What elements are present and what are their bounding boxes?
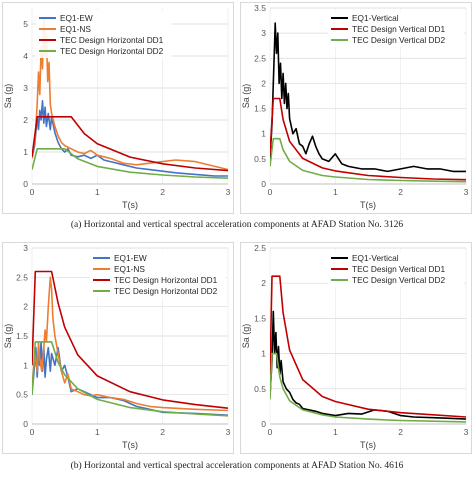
x-tick-label: 0 xyxy=(30,187,35,197)
y-tick-label: 1 xyxy=(261,349,266,359)
y-tick-label: 4 xyxy=(23,51,28,61)
legend-box xyxy=(328,10,464,47)
y-tick-label: 3 xyxy=(261,28,266,38)
legend-label: EQ1-NS xyxy=(114,264,145,274)
legend-label: TEC Design Vertical DD1 xyxy=(352,264,446,274)
caption-b: (b) Horizontal and vertical spectral acc… xyxy=(70,461,404,471)
y-axis-label: Sa (g) xyxy=(3,84,13,109)
caption-a: (a) Horizontal and vertical spectral acc… xyxy=(70,220,404,230)
series-group xyxy=(270,275,466,423)
y-tick-label: 0 xyxy=(261,419,266,429)
y-tick-label: 1 xyxy=(261,129,266,139)
series-group xyxy=(270,22,466,183)
y-tick-label: 2 xyxy=(261,278,266,288)
chart-b-horizontal: 00.511.522.530 1 2 3T(s)Sa (g)EQ1-EWEQ1-NST… xyxy=(2,242,234,454)
x-tick-label: 1 xyxy=(333,187,338,197)
series-line-tec-design-vertical-dd2 xyxy=(270,352,466,423)
legend-label: EQ1-Vertical xyxy=(352,253,399,263)
y-tick-label: 1.5 xyxy=(254,313,266,323)
y-axis-label: Sa (g) xyxy=(241,84,251,109)
y-tick-label: 0 xyxy=(261,179,266,189)
y-tick-label: 0.5 xyxy=(16,390,28,400)
chart-b-vertical: 00.511.522.50 1 2 3T(s)Sa (g)EQ1-VerticalTE… xyxy=(240,242,472,454)
x-tick-label: 0 xyxy=(268,187,273,197)
series-line-eq1-ns xyxy=(32,276,228,412)
series-line-tec-design-vertical-dd1 xyxy=(270,275,466,418)
y-tick-label: 1.5 xyxy=(254,104,266,114)
series-line-tec-design-horizontal-dd2 xyxy=(32,341,228,417)
x-tick-label: 3 xyxy=(464,187,469,197)
legend-label: EQ1-EW xyxy=(60,13,93,23)
x-tick-label: 0 xyxy=(30,427,35,437)
legend-label: TEC Design Horizontal DD2 xyxy=(60,46,164,56)
y-tick-label: 0.5 xyxy=(254,384,266,394)
legend-label: TEC Design Horizontal DD2 xyxy=(114,286,218,296)
x-axis-label: T(s) xyxy=(360,440,376,450)
x-tick-label: 1 xyxy=(95,187,100,197)
y-tick-label: 3 xyxy=(23,243,28,253)
legend-label: EQ1-NS xyxy=(60,24,91,34)
x-tick-label: 2 xyxy=(398,187,403,197)
chart-a-vertical: 0 0.5 1 1.5 2 2.5 3 3.5 0 1 2 3 T(s) Sa (g) EQ1-Vertic… xyxy=(240,2,472,214)
y-tick-label: 0 xyxy=(23,179,28,189)
legend-box xyxy=(90,250,226,298)
x-tick-label: 1 xyxy=(333,427,338,437)
series-line-eq1-ew xyxy=(32,341,228,416)
y-axis-label: Sa (g) xyxy=(241,324,251,349)
series-line-tec-design-horizontal-dd2 xyxy=(32,148,228,179)
legend-label: TEC Design Vertical DD1 xyxy=(352,24,446,34)
x-tick-label: 2 xyxy=(398,427,403,437)
y-tick-label: 3 xyxy=(23,83,28,93)
y-tick-label: 2.5 xyxy=(16,272,28,282)
x-tick-label: 2 xyxy=(160,427,165,437)
y-tick-label: 2 xyxy=(261,78,266,88)
series-group xyxy=(32,270,228,417)
y-tick-label: 5 xyxy=(23,19,28,29)
series-line-tec-design-vertical-dd1 xyxy=(270,97,466,181)
series-line-tec-design-vertical-dd2 xyxy=(270,137,466,183)
series-line-tec-design-horizontal-dd1 xyxy=(32,270,228,409)
x-tick-label: 2 xyxy=(160,187,165,197)
y-tick-label: 2 xyxy=(23,302,28,312)
legend-label: EQ1-Vertical xyxy=(352,13,399,23)
x-tick-label: 3 xyxy=(226,187,231,197)
legend-label: EQ1-EW xyxy=(114,253,147,263)
x-axis-label: T(s) xyxy=(122,200,138,210)
y-tick-label: 0.5 xyxy=(254,154,266,164)
x-axis-label: T(s) xyxy=(360,200,376,210)
legend-label: TEC Design Horizontal DD1 xyxy=(114,275,218,285)
y-tick-label: 1 xyxy=(23,360,28,370)
y-tick-label: 1.5 xyxy=(16,331,28,341)
legend-box xyxy=(36,10,172,58)
x-tick-label: 3 xyxy=(464,427,469,437)
x-tick-label: 3 xyxy=(226,427,231,437)
x-tick-label: 0 xyxy=(268,427,273,437)
y-tick-label: 0 xyxy=(23,419,28,429)
x-axis-label: T(s) xyxy=(122,440,138,450)
legend-label: TEC Design Vertical DD2 xyxy=(352,275,446,285)
series-line-eq1-vertical xyxy=(270,22,466,173)
y-tick-label: 2.5 xyxy=(254,243,266,253)
y-tick-label: 2 xyxy=(23,115,28,125)
y-tick-label: 2.5 xyxy=(254,53,266,63)
legend-label: TEC Design Vertical DD2 xyxy=(352,35,446,45)
legend-box xyxy=(328,250,464,287)
y-tick-label: 3.5 xyxy=(254,3,266,13)
legend-label: TEC Design Horizontal DD1 xyxy=(60,35,164,45)
y-axis-label: Sa (g) xyxy=(3,324,13,349)
x-tick-label: 1 xyxy=(95,427,100,437)
y-tick-label: 1 xyxy=(23,147,28,157)
series-line-eq1-ew xyxy=(32,100,228,177)
series-line-tec-design-horizontal-dd1 xyxy=(32,116,228,172)
